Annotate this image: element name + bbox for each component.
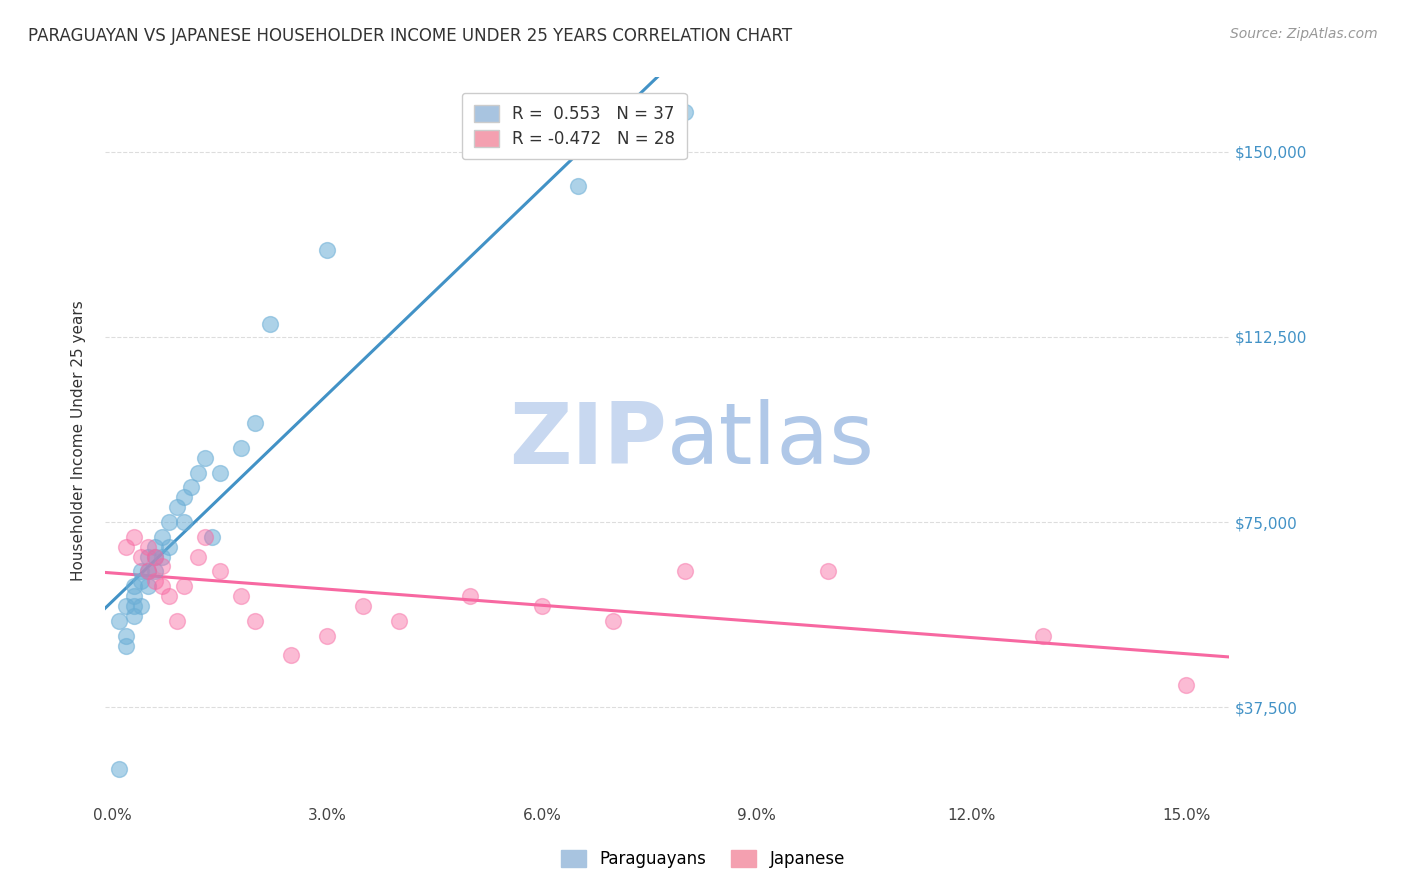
Point xyxy=(817,565,839,579)
Point xyxy=(108,614,131,628)
Point xyxy=(259,318,281,332)
Text: atlas: atlas xyxy=(668,399,875,482)
Point xyxy=(136,540,159,554)
Text: ZIP: ZIP xyxy=(509,399,668,482)
Legend: Paraguayans, Japanese: Paraguayans, Japanese xyxy=(554,843,852,875)
Point xyxy=(229,589,252,603)
Point xyxy=(136,565,159,579)
Text: PARAGUAYAN VS JAPANESE HOUSEHOLDER INCOME UNDER 25 YEARS CORRELATION CHART: PARAGUAYAN VS JAPANESE HOUSEHOLDER INCOM… xyxy=(28,27,792,45)
Point xyxy=(115,599,138,613)
Point xyxy=(122,599,145,613)
Point xyxy=(530,599,553,613)
Text: Source: ZipAtlas.com: Source: ZipAtlas.com xyxy=(1230,27,1378,41)
Point xyxy=(173,515,195,529)
Point xyxy=(122,579,145,593)
Point xyxy=(115,540,138,554)
Point xyxy=(352,599,374,613)
Point xyxy=(173,579,195,593)
Point xyxy=(1032,629,1054,643)
Point xyxy=(673,105,696,120)
Point xyxy=(136,565,159,579)
Point xyxy=(159,515,181,529)
Point xyxy=(187,466,209,480)
Point xyxy=(602,614,624,628)
Point xyxy=(194,530,217,544)
Point xyxy=(150,579,173,593)
Point xyxy=(122,608,145,623)
Point xyxy=(1175,678,1198,692)
Point xyxy=(166,500,188,515)
Point xyxy=(229,441,252,455)
Point xyxy=(280,648,302,663)
Point xyxy=(143,540,166,554)
Point xyxy=(122,530,145,544)
Point xyxy=(458,589,481,603)
Point xyxy=(150,549,173,564)
Point xyxy=(150,559,173,574)
Point xyxy=(173,491,195,505)
Y-axis label: Householder Income Under 25 years: Householder Income Under 25 years xyxy=(72,300,86,581)
Point xyxy=(129,549,152,564)
Point xyxy=(208,466,231,480)
Point xyxy=(201,530,224,544)
Point xyxy=(143,565,166,579)
Point xyxy=(150,530,173,544)
Point xyxy=(159,540,181,554)
Point xyxy=(187,549,209,564)
Point xyxy=(388,614,411,628)
Point xyxy=(638,120,661,134)
Point xyxy=(673,565,696,579)
Point xyxy=(143,549,166,564)
Point xyxy=(194,450,217,465)
Point xyxy=(245,416,267,430)
Point xyxy=(316,629,339,643)
Point xyxy=(136,579,159,593)
Legend: R =  0.553   N = 37, R = -0.472   N = 28: R = 0.553 N = 37, R = -0.472 N = 28 xyxy=(463,93,686,160)
Point xyxy=(136,549,159,564)
Point xyxy=(316,244,339,258)
Point xyxy=(129,599,152,613)
Point xyxy=(180,480,202,494)
Point xyxy=(166,614,188,628)
Point xyxy=(108,762,131,776)
Point xyxy=(129,574,152,589)
Point xyxy=(143,574,166,589)
Point xyxy=(129,565,152,579)
Point xyxy=(143,549,166,564)
Point xyxy=(245,614,267,628)
Point xyxy=(208,565,231,579)
Point xyxy=(567,179,589,194)
Point xyxy=(115,629,138,643)
Point xyxy=(159,589,181,603)
Point xyxy=(115,639,138,653)
Point xyxy=(122,589,145,603)
